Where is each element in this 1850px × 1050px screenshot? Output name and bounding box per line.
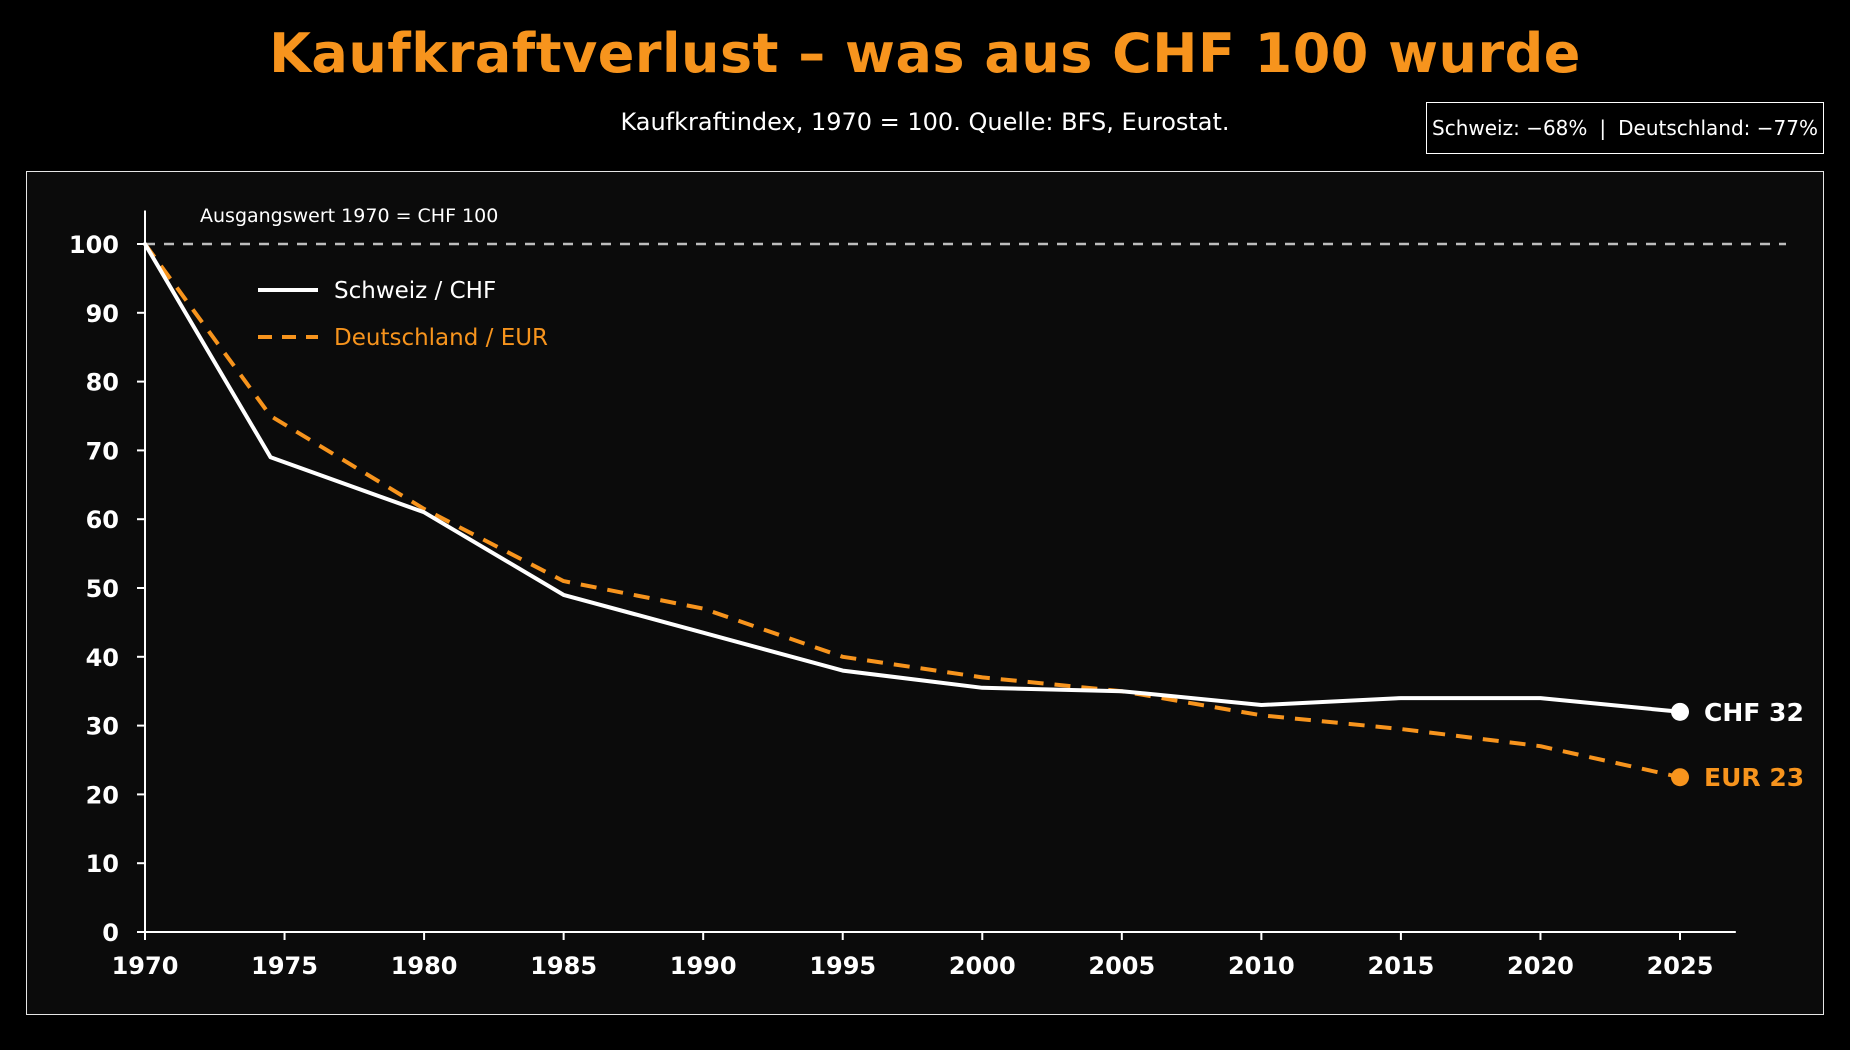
y-tick-label: 30 xyxy=(86,713,119,741)
chart-panel xyxy=(26,171,1824,1015)
x-axis-ticks: 1970 1975 1980 1985 1990 1995 2000 2005 2010 2015… xyxy=(112,932,1714,980)
x-tick-label: 2005 xyxy=(1088,952,1155,980)
series-layer xyxy=(143,242,1682,780)
series-line-swiss xyxy=(143,242,1682,714)
y-tick-label: 10 xyxy=(86,850,119,878)
y-tick-label: 90 xyxy=(86,300,119,328)
y-tick-label: 60 xyxy=(86,506,119,534)
end-label-german: EUR 23 xyxy=(1704,763,1804,792)
x-tick-label: 2020 xyxy=(1507,952,1574,980)
series-line-german xyxy=(143,242,1681,780)
y-tick-label: 80 xyxy=(86,369,119,397)
summary-badge: Schweiz: −68% | Deutschland: −77% xyxy=(1426,102,1824,154)
y-axis-ticks: 0 10 20 30 40 50 60 70 80 90 100 xyxy=(69,231,145,947)
x-tick-label: 1990 xyxy=(670,952,737,980)
y-tick-label: 0 xyxy=(102,919,119,947)
x-tick-label: 1970 xyxy=(112,952,179,980)
x-tick-label: 1995 xyxy=(809,952,876,980)
y-tick-label: 100 xyxy=(69,231,119,259)
legend: Schweiz / CHF Deutschland / EUR xyxy=(258,278,548,351)
end-marker-swiss xyxy=(1671,702,1689,721)
chart-title: Kaufkraftverlust – was aus CHF 100 wurde xyxy=(269,22,1581,85)
legend-label-german: Deutschland / EUR xyxy=(334,325,548,351)
y-tick-label: 20 xyxy=(86,781,119,809)
chart-subtitle: Kaufkraftindex, 1970 = 100. Quelle: BFS,… xyxy=(620,108,1230,136)
end-markers: CHF 32 EUR 23 xyxy=(1671,698,1804,792)
x-tick-label: 2025 xyxy=(1647,952,1714,980)
y-tick-label: 70 xyxy=(86,437,119,465)
x-tick-label: 1975 xyxy=(251,952,318,980)
x-tick-label: 2015 xyxy=(1368,952,1435,980)
summary-german: Deutschland: −77% xyxy=(1618,116,1818,140)
x-tick-label: 2000 xyxy=(949,952,1016,980)
summary-swiss: Schweiz: −68% xyxy=(1432,116,1588,140)
y-tick-label: 40 xyxy=(86,644,119,672)
x-tick-label: 1985 xyxy=(530,952,597,980)
x-tick-label: 1980 xyxy=(391,952,458,980)
y-tick-label: 50 xyxy=(86,575,119,603)
end-marker-german xyxy=(1671,768,1689,787)
summary-separator: | xyxy=(1599,116,1607,140)
end-label-swiss: CHF 32 xyxy=(1704,698,1804,727)
legend-label-swiss: Schweiz / CHF xyxy=(334,278,496,304)
x-tick-label: 2010 xyxy=(1228,952,1295,980)
reference-line-label: Ausgangswert 1970 = CHF 100 xyxy=(200,205,498,227)
